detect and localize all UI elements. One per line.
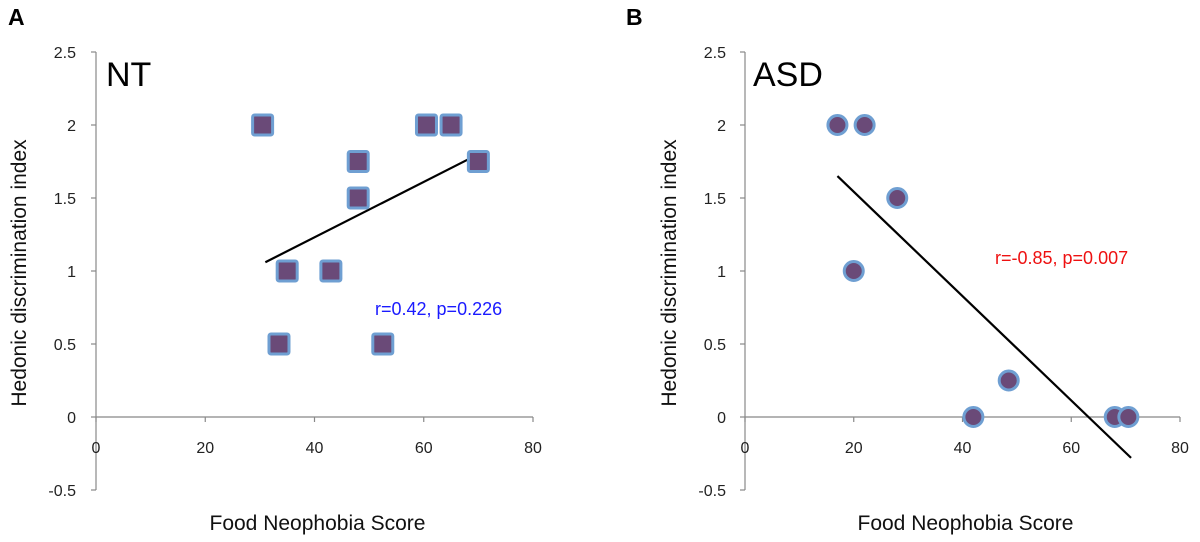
data-point: [251, 113, 275, 137]
y-tick-label: -0.5: [48, 483, 76, 500]
x-tick-label: 40: [954, 440, 972, 457]
y-tick-label: 0.5: [704, 337, 726, 354]
group-label: ASD: [753, 56, 823, 94]
y-axis-title: Hedonic discrimination index: [658, 139, 681, 407]
y-tick-label: 1: [717, 264, 726, 281]
data-point: [439, 113, 463, 137]
data-point: [997, 369, 1020, 392]
x-tick-label: 80: [524, 440, 542, 457]
x-tick-label: 0: [92, 440, 101, 457]
x-axis-title: Food Neophobia Score: [210, 512, 426, 535]
x-tick-label: 60: [1062, 440, 1080, 457]
data-point: [346, 150, 370, 173]
y-tick-label: 1.5: [54, 191, 76, 208]
data-point: [371, 332, 395, 356]
y-tick-label: 0.5: [54, 337, 76, 354]
y-tick-label: 2: [67, 118, 76, 135]
trendline: [264, 153, 479, 264]
trendline: [836, 175, 1132, 459]
x-tick-label: 0: [741, 440, 750, 457]
y-tick-label: 0: [717, 410, 726, 427]
correlation-stat-label: r=0.42, p=0.226: [375, 299, 502, 319]
data-point: [962, 406, 985, 428]
data-point: [267, 332, 291, 356]
data-point: [886, 187, 909, 209]
y-tick-label: 2.5: [704, 45, 726, 62]
group-label: NT: [106, 56, 151, 94]
y-axis-title: Hedonic discrimination index: [8, 139, 31, 407]
y-tick-label: 0: [67, 410, 76, 427]
y-tick-label: 2.5: [54, 45, 76, 62]
x-tick-label: 80: [1171, 440, 1189, 457]
x-tick-label: 40: [306, 440, 324, 457]
y-tick-label: 1.5: [704, 191, 726, 208]
x-axis-title: Food Neophobia Score: [858, 512, 1074, 535]
x-tick-label: 60: [415, 440, 433, 457]
data-point: [1117, 406, 1140, 428]
data-point: [275, 259, 299, 283]
data-point: [826, 114, 849, 136]
chart-asd: -0.5 0 0.5 1 1.5 2 2.5 0 20 40 60 80 Hedonic discrim…: [658, 45, 1189, 535]
data-point: [346, 186, 370, 210]
data-point: [319, 259, 343, 283]
data-point: [466, 150, 490, 173]
data-point: [414, 113, 438, 137]
y-tick-label: 1: [67, 264, 76, 281]
panel-letter-b: B: [626, 4, 643, 30]
x-tick-label: 20: [196, 440, 214, 457]
panel-letter-a: A: [8, 4, 25, 30]
data-point: [842, 260, 865, 282]
data-point: [853, 114, 876, 136]
x-tick-label: 20: [845, 440, 863, 457]
chart-nt: -0.5 0 0.5 1 1.5 2 2.5 0 20 40 60 80 Hedonic discrim…: [8, 45, 542, 535]
y-tick-label: 2: [717, 118, 726, 135]
y-tick-label: -0.5: [698, 483, 726, 500]
correlation-stat-label: r=-0.85, p=0.007: [995, 248, 1128, 268]
